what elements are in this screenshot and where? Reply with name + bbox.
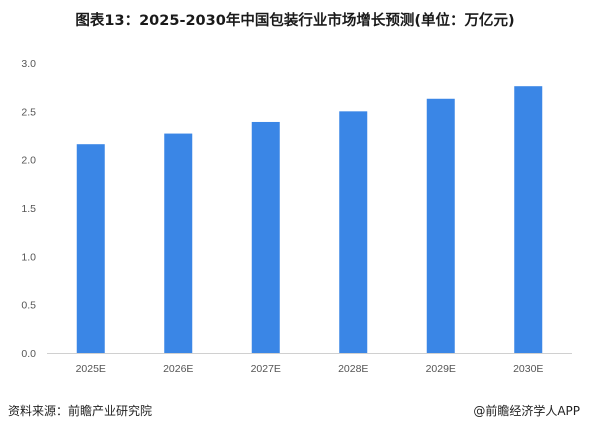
y-tick-label: 0.5 [21,300,36,312]
bar-2027E [251,121,280,353]
brand-credit: @前瞻经济学人APP [473,404,580,418]
y-tick-label: 2.5 [21,106,36,118]
bar-2030E [514,86,543,353]
y-tick-label: 1.5 [21,203,36,215]
y-tick-label: 3.0 [21,58,36,70]
x-tick-label: 2030E [513,363,543,375]
x-tick-label: 2025E [76,363,106,375]
y-tick-label: 1.0 [21,251,36,263]
y-tick-label: 2.0 [21,155,36,167]
bar-2028E [339,111,368,353]
x-tick-label: 2026E [163,363,193,375]
bar-2026E [164,133,193,353]
x-tick-label: 2029E [426,363,456,375]
y-tick-label: 0.0 [21,348,36,360]
bar-2025E [76,144,105,353]
chart-title: 图表13：2025-2030年中国包装行业市场增长预测(单位：万亿元) [75,13,515,29]
y-axis-labels: 0.0 0.5 1.0 1.5 2.0 2.5 3.0 [21,58,36,360]
x-tick-label: 2028E [338,363,368,375]
x-axis-labels: 2025E 2026E 2027E 2028E 2029E 2030E [76,363,544,375]
source-note: 资料来源：前瞻产业研究院 [8,404,153,418]
bars [76,86,543,354]
bar-2029E [426,98,455,354]
x-tick-label: 2027E [251,363,281,375]
